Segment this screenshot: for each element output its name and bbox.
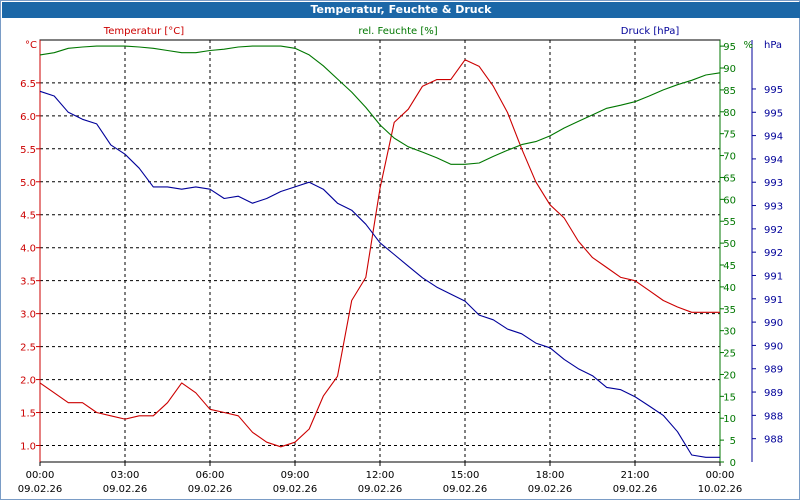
x-tick-date-label: 10.02.26 <box>698 484 743 495</box>
temp-tick-label: 3.5 <box>20 277 36 288</box>
humidity-tick-label: 95 <box>723 42 736 53</box>
humidity-tick-label: 65 <box>723 173 736 184</box>
x-tick-date-label: 09.02.26 <box>273 484 318 495</box>
temp-series-line <box>39 59 720 448</box>
humidity-tick-label: 80 <box>723 108 736 119</box>
pressure-tick-label: 992 <box>764 248 783 259</box>
pressure-tick-label: 992 <box>764 225 783 236</box>
x-tick-time-label: 15:00 <box>451 470 480 481</box>
pressure-tick-label: 993 <box>764 202 783 213</box>
humidity-tick-label: 20 <box>723 370 736 381</box>
temp-tick-label: 4.5 <box>20 211 36 222</box>
temp-tick-label: 2.0 <box>20 376 36 387</box>
humidity-tick-label: 25 <box>723 349 736 360</box>
series-group <box>39 45 721 458</box>
humidity-series-line <box>39 45 721 165</box>
humidity-tick-label: 90 <box>723 64 736 75</box>
pressure-tick-label: 990 <box>764 341 783 352</box>
temp-unit-label: °C <box>25 40 37 51</box>
humidity-tick-label: 5 <box>730 436 736 447</box>
pressure-tick-label: 988 <box>764 435 783 446</box>
x-tick-time-label: 00:00 <box>706 470 735 481</box>
axes: 1.0 1.5 2.0 2.5 3.0 3.5 4.0 4.5 5.0 5.5 6.0 6.5 00:0… <box>18 39 783 495</box>
pressure-axis-title: Druck [hPa] <box>621 26 680 37</box>
temp-tick-label: 2.5 <box>20 343 36 354</box>
pressure-tick-label: 994 <box>764 155 783 166</box>
temp-tick-label: 5.0 <box>20 178 36 189</box>
pressure-tick-label: 995 <box>764 108 783 119</box>
x-tick-date-label: 09.02.26 <box>613 484 658 495</box>
humidity-tick-label: 85 <box>723 86 736 97</box>
pressure-tick-label: 989 <box>764 388 783 399</box>
pressure-tick-label: 991 <box>764 295 783 306</box>
temp-tick-label: 1.0 <box>20 442 36 453</box>
temp-tick-label: 3.0 <box>20 310 36 321</box>
temp-axis-title: Temperatur [°C] <box>103 26 184 37</box>
humidity-tick-label: 55 <box>723 217 736 228</box>
humidity-tick-label: 75 <box>723 130 736 141</box>
x-tick-time-label: 03:00 <box>111 470 140 481</box>
humidity-tick-label: 35 <box>723 305 736 316</box>
pressure-tick-label: 990 <box>764 318 783 329</box>
temp-tick-label: 6.0 <box>20 112 36 123</box>
temp-tick-label: 6.5 <box>20 79 36 90</box>
x-tick-time-label: 12:00 <box>366 470 395 481</box>
temp-tick-label: 5.5 <box>20 145 36 156</box>
x-tick-date-label: 09.02.26 <box>103 484 148 495</box>
pressure-unit-label: hPa <box>764 40 782 51</box>
pressure-tick-label: 991 <box>764 271 783 282</box>
humidity-tick-label: 60 <box>723 195 736 206</box>
x-tick-time-label: 00:00 <box>26 470 55 481</box>
x-tick-time-label: 09:00 <box>281 470 310 481</box>
x-tick-date-label: 09.02.26 <box>188 484 233 495</box>
x-tick-date-label: 09.02.26 <box>443 484 488 495</box>
humidity-tick-label: 30 <box>723 327 736 338</box>
humidity-tick-label: 15 <box>723 392 736 403</box>
pressure-tick-label: 989 <box>764 365 783 376</box>
temp-tick-label: 4.0 <box>20 244 36 255</box>
humidity-tick-label: 70 <box>723 152 736 163</box>
humidity-tick-label: 10 <box>723 414 736 425</box>
humidity-axis-title: rel. Feuchte [%] <box>358 26 437 37</box>
axis-labels: Temperatur [°C] rel. Feuchte [%] Druck [… <box>25 26 782 51</box>
grid <box>40 40 720 462</box>
chart-title: Temperatur, Feuchte & Druck <box>2 2 800 18</box>
x-tick-time-label: 06:00 <box>196 470 225 481</box>
x-tick-date-label: 09.02.26 <box>18 484 63 495</box>
x-tick-date-label: 09.02.26 <box>358 484 403 495</box>
humidity-tick-label: 50 <box>723 239 736 250</box>
humidity-unit-label: % <box>743 40 753 51</box>
pressure-tick-label: 993 <box>764 178 783 189</box>
humidity-tick-label: 45 <box>723 261 736 272</box>
x-tick-time-label: 21:00 <box>621 470 650 481</box>
pressure-tick-label: 994 <box>764 132 783 143</box>
x-tick-time-label: 18:00 <box>536 470 565 481</box>
humidity-tick-label: 0 <box>730 458 736 469</box>
pressure-tick-label: 995 <box>764 85 783 96</box>
humidity-tick-label: 40 <box>723 283 736 294</box>
pressure-tick-label: 988 <box>764 411 783 422</box>
temp-tick-label: 1.5 <box>20 409 36 420</box>
pressure-series-line <box>39 90 720 458</box>
x-tick-date-label: 09.02.26 <box>528 484 573 495</box>
